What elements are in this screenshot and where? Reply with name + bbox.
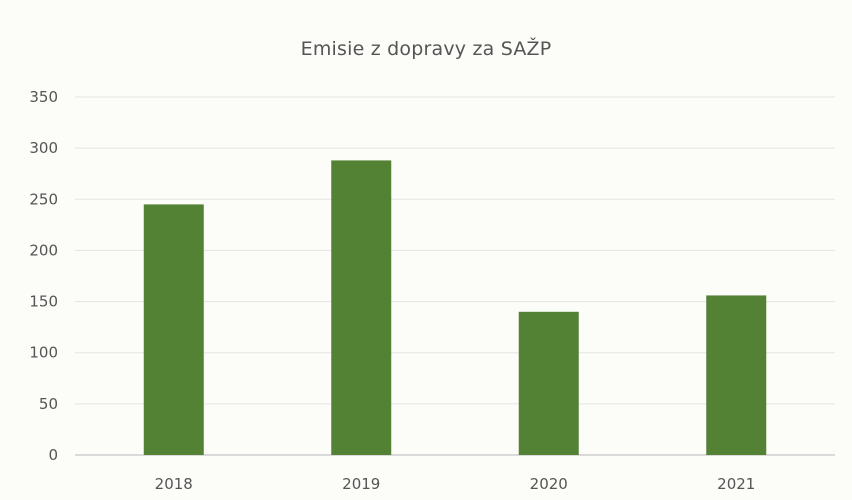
y-tick-label: 300 (29, 139, 58, 157)
y-tick-label: 350 (29, 88, 58, 106)
y-tick-label: 200 (29, 241, 58, 259)
bars (143, 160, 767, 455)
y-tick-label: 150 (29, 293, 58, 311)
y-tick-label: 0 (48, 446, 58, 464)
x-tick-label: 2018 (155, 475, 193, 493)
bar-2019 (331, 160, 392, 455)
x-tick-label: 2020 (530, 475, 568, 493)
y-tick-label: 250 (29, 190, 58, 208)
x-tick-label: 2021 (717, 475, 755, 493)
chart-title: Emisie z dopravy za SAŽP (300, 38, 552, 60)
bar-2020 (518, 311, 579, 455)
x-tick-label: 2019 (342, 475, 380, 493)
y-tick-label: 50 (39, 395, 58, 413)
bar-2021 (706, 295, 767, 455)
bar-2018 (143, 204, 204, 455)
y-axis-ticks: 0 50 100 150 200 250 300 350 (29, 88, 58, 464)
x-axis-ticks: 2018 2019 2020 2021 (155, 475, 756, 493)
y-tick-label: 100 (29, 344, 58, 362)
